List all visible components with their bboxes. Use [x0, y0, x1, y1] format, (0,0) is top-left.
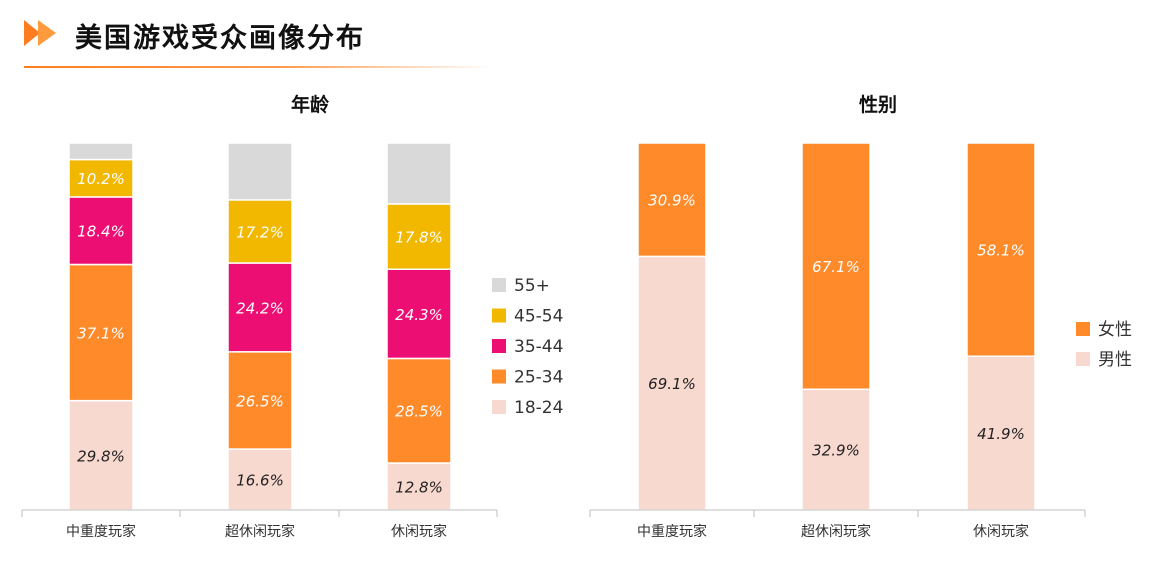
legend-swatch	[1076, 322, 1090, 336]
data-label: 30.9%	[648, 192, 696, 210]
bar-18-24-超休闲玩家	[227, 448, 293, 511]
x-tick-label: 休闲玩家	[391, 523, 447, 540]
data-label: 41.9%	[977, 425, 1025, 443]
data-label: 12.8%	[395, 479, 443, 497]
x-tick-label: 超休闲玩家	[225, 523, 295, 540]
bar-男性-超休闲玩家	[801, 388, 871, 511]
bar-女性-休闲玩家	[966, 142, 1036, 357]
data-label: 29.8%	[77, 447, 125, 465]
bar-男性-中重度玩家	[637, 255, 707, 511]
data-label: 17.2%	[236, 223, 284, 241]
bar-女性-中重度玩家	[637, 142, 707, 258]
header: 美国游戏受众画像分布	[0, 0, 1175, 70]
bar-55+-超休闲玩家	[227, 142, 293, 201]
legend-label: 18-24	[514, 398, 563, 418]
legend-label: 25-34	[514, 368, 563, 388]
data-label: 37.1%	[77, 325, 125, 343]
bar-35-44-中重度玩家	[68, 196, 134, 266]
x-tick-label: 休闲玩家	[973, 523, 1029, 540]
legend-swatch	[492, 369, 506, 384]
data-label: 18.4%	[77, 223, 125, 241]
bar-45-54-中重度玩家	[68, 158, 134, 198]
page-title: 美国游戏受众画像分布	[75, 23, 365, 54]
legend-swatch	[492, 308, 506, 323]
data-label: 24.2%	[236, 299, 284, 317]
bar-45-54-超休闲玩家	[227, 199, 293, 264]
header-divider	[24, 66, 492, 68]
bar-35-44-休闲玩家	[386, 268, 452, 360]
gender-chart-title: 性别	[859, 93, 897, 116]
data-label: 67.1%	[812, 258, 860, 276]
data-label: 17.8%	[395, 229, 443, 247]
legend-label: 45-54	[514, 307, 563, 327]
bar-女性-超休闲玩家	[801, 142, 871, 391]
data-label: 69.1%	[648, 375, 696, 393]
data-label: 24.3%	[395, 306, 443, 324]
bar-55+-休闲玩家	[386, 142, 452, 205]
data-label: 16.6%	[236, 472, 284, 490]
bar-25-34-休闲玩家	[386, 357, 452, 464]
double-chevron-logo-icon	[24, 20, 56, 46]
bar-35-44-超休闲玩家	[227, 262, 293, 353]
age-chart-title: 年龄	[291, 93, 330, 116]
legend-swatch	[492, 400, 506, 414]
bar-55+-中重度玩家	[68, 142, 134, 161]
legend-label: 55+	[514, 276, 550, 296]
data-label: 10.2%	[77, 170, 125, 188]
bar-18-24-休闲玩家	[386, 462, 452, 511]
legend-label: 35-44	[514, 337, 563, 357]
data-label: 28.5%	[395, 403, 443, 421]
legend-swatch	[492, 339, 506, 353]
data-label: 58.1%	[977, 242, 1025, 260]
legend-label: 女性	[1098, 320, 1132, 340]
x-tick-label: 超休闲玩家	[801, 523, 871, 540]
bar-18-24-中重度玩家	[68, 399, 134, 511]
bar-45-54-休闲玩家	[386, 203, 452, 270]
data-label: 26.5%	[236, 392, 284, 410]
age-chart: 年龄 29.8% 37.1% 18.4% 10.2% 16.6% 26.5% 24.2% 17…	[21, 93, 563, 540]
data-label: 32.9%	[812, 442, 860, 460]
x-tick-label: 中重度玩家	[637, 523, 707, 540]
gender-chart: 性别 69.1% 30.9% 32.9% 67.1% 41.9% 58.1% 中重度玩家 超…	[589, 93, 1132, 540]
legend-swatch	[1076, 352, 1090, 366]
legend-swatch	[492, 278, 506, 292]
x-tick-label: 中重度玩家	[66, 523, 136, 540]
bar-25-34-超休闲玩家	[227, 351, 293, 450]
legend-label: 男性	[1098, 350, 1132, 370]
